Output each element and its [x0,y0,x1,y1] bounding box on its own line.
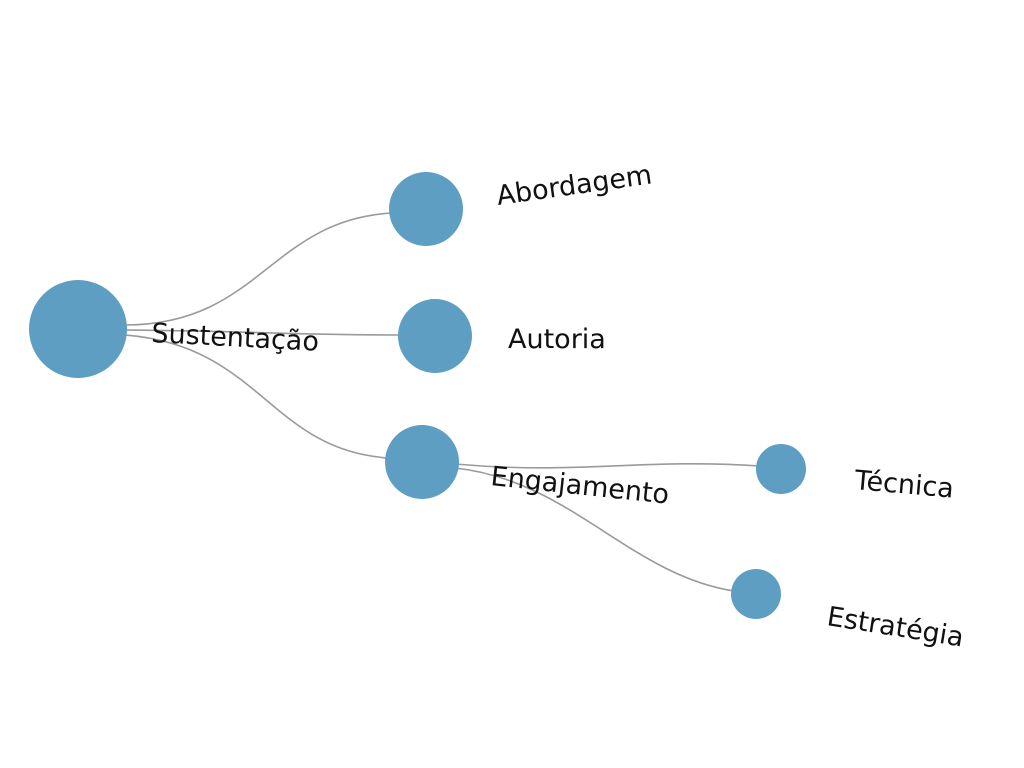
node-tecnica[interactable] [756,444,806,494]
label-sustentacao: Sustentação [151,318,320,358]
edges [124,212,761,592]
edge-engajamento-estrategia [454,467,735,592]
edge-sustentacao-engajamento [124,334,389,459]
node-engajamento[interactable] [385,425,459,499]
nodes [29,172,806,619]
label-tecnica: Técnica [852,465,955,505]
edge-engajamento-tecnica [454,462,761,469]
label-estrategia: Estratégia [825,601,966,653]
edge-sustentacao-abordagem [124,212,393,326]
label-abordagem: Abordagem [495,159,654,211]
node-sustentacao[interactable] [29,280,127,378]
edge-sustentacao-autoria [124,329,403,336]
node-autoria[interactable] [398,299,472,373]
label-engajamento: Engajamento [489,461,670,511]
label-autoria: Autoria [508,324,606,355]
node-estrategia[interactable] [731,569,781,619]
node-abordagem[interactable] [389,172,463,246]
